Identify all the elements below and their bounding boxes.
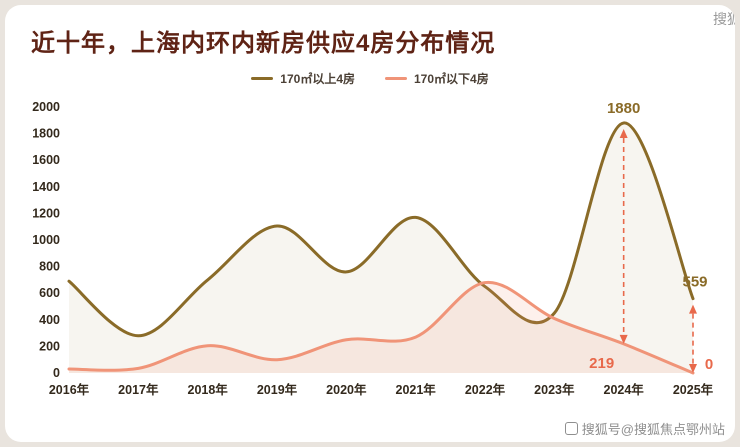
series-area-0	[69, 122, 693, 373]
y-tick-label: 0	[53, 366, 60, 380]
chart-card: 近十年，上海内环内新房供应4房分布情况 170㎡以上4房 170㎡以下4房 0 2…	[5, 5, 735, 442]
arrowhead-down	[619, 334, 628, 344]
y-tick-label: 1600	[32, 153, 60, 167]
x-tick-label: 2020年	[326, 382, 367, 397]
legend-label-below-170: 170㎡以下4房	[414, 72, 489, 86]
x-tick-label: 2016年	[49, 382, 90, 397]
x-tick-label: 2023年	[534, 382, 575, 397]
annotation-label-0: 0	[705, 356, 713, 373]
legend-item-below-170: 170㎡以下4房	[385, 70, 489, 87]
legend-swatch-salmon-line	[385, 77, 407, 80]
watermark-bottom: 搜狐号@搜狐焦点鄂州站	[564, 419, 725, 438]
annotation-label-559: 559	[682, 274, 707, 291]
y-tick-label: 400	[39, 313, 60, 327]
x-tick-label: 2017年	[118, 382, 159, 397]
legend-swatch-dark-line	[251, 77, 274, 80]
watermark-bottom-text: 搜狐号@搜狐焦点鄂州站	[581, 422, 725, 437]
y-tick-label: 200	[39, 339, 60, 353]
arrowhead-up	[619, 128, 628, 138]
x-tick-label: 2018年	[188, 382, 229, 397]
series-line-0	[67, 121, 695, 338]
x-tick-label: 2024年	[604, 382, 645, 397]
legend: 170㎡以上4房 170㎡以下4房	[5, 70, 735, 87]
annotation-label-1880: 1880	[607, 100, 640, 117]
x-tick-label: 2021年	[396, 382, 437, 397]
series-line-1	[67, 281, 695, 375]
sohu-logo-icon	[564, 422, 578, 435]
annotation-label-219: 219	[589, 355, 614, 372]
line-chart: 0 200 400 600 800 1000 1200 1400 1600 1800 2000 201…	[19, 91, 727, 408]
y-tick-label: 800	[39, 260, 60, 274]
y-tick-label: 600	[39, 286, 60, 300]
x-tick-label: 2022年	[465, 382, 506, 397]
y-tick-label: 2000	[32, 100, 60, 114]
series-area-1	[69, 282, 693, 373]
watermark-top: 搜狐	[713, 11, 735, 27]
x-tick-label: 2019年	[257, 382, 298, 397]
y-tick-label: 1400	[32, 180, 60, 194]
legend-label-above-170: 170㎡以上4房	[280, 72, 355, 86]
y-tick-label: 1200	[32, 206, 60, 220]
arrowhead-up	[689, 304, 697, 314]
x-tick-label: 2025年	[673, 382, 714, 397]
arrowhead-down	[689, 364, 697, 373]
y-tick-label: 1000	[32, 233, 60, 247]
y-tick-label: 1800	[32, 127, 60, 141]
page-title: 近十年，上海内环内新房供应4房分布情况	[31, 30, 496, 57]
legend-item-above-170: 170㎡以上4房	[251, 70, 355, 87]
line-chart-svg: 0 200 400 600 800 1000 1200 1400 1600 1800 2000 201…	[32, 100, 714, 397]
